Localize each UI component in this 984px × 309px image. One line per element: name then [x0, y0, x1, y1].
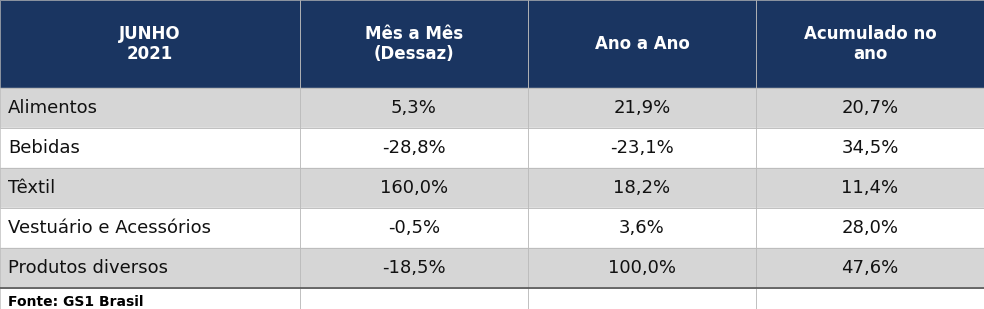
- Bar: [0, 208, 300, 248]
- Text: 5,3%: 5,3%: [391, 99, 437, 117]
- Bar: [0, 88, 300, 128]
- Bar: [528, 248, 756, 288]
- Text: 20,7%: 20,7%: [841, 99, 898, 117]
- Bar: [300, 0, 528, 88]
- Bar: [756, 128, 984, 168]
- Bar: [756, 0, 984, 88]
- Text: 47,6%: 47,6%: [841, 259, 898, 277]
- Text: Ano a Ano: Ano a Ano: [594, 35, 690, 53]
- Bar: [300, 248, 528, 288]
- Bar: [0, 288, 300, 309]
- Text: 21,9%: 21,9%: [613, 99, 671, 117]
- Bar: [528, 88, 756, 128]
- Bar: [300, 128, 528, 168]
- Bar: [0, 168, 300, 208]
- Bar: [0, 0, 300, 88]
- Bar: [0, 168, 300, 208]
- Text: Vestuário e Acessórios: Vestuário e Acessórios: [8, 219, 211, 237]
- Text: -0,5%: -0,5%: [388, 219, 440, 237]
- Text: 28,0%: 28,0%: [841, 219, 898, 237]
- Bar: [756, 168, 984, 208]
- Text: Bebidas: Bebidas: [8, 139, 80, 157]
- Text: JUNHO
2021: JUNHO 2021: [119, 25, 181, 63]
- Bar: [756, 208, 984, 248]
- Bar: [300, 288, 528, 309]
- Text: 11,4%: 11,4%: [841, 179, 898, 197]
- Bar: [0, 208, 300, 248]
- Bar: [756, 288, 984, 309]
- Bar: [528, 168, 756, 208]
- Bar: [528, 128, 756, 168]
- Bar: [528, 128, 756, 168]
- Bar: [300, 208, 528, 248]
- Bar: [300, 168, 528, 208]
- Bar: [0, 248, 300, 288]
- Text: -28,8%: -28,8%: [382, 139, 446, 157]
- Text: 18,2%: 18,2%: [613, 179, 670, 197]
- Bar: [300, 128, 528, 168]
- Bar: [756, 128, 984, 168]
- Text: Produtos diversos: Produtos diversos: [8, 259, 168, 277]
- Bar: [300, 0, 528, 88]
- Bar: [528, 288, 756, 309]
- Bar: [756, 248, 984, 288]
- Bar: [528, 0, 756, 88]
- Bar: [300, 88, 528, 128]
- Text: 160,0%: 160,0%: [380, 179, 448, 197]
- Bar: [756, 288, 984, 309]
- Text: Fonte: GS1 Brasil: Fonte: GS1 Brasil: [8, 294, 144, 308]
- Bar: [756, 168, 984, 208]
- Bar: [756, 248, 984, 288]
- Bar: [0, 288, 300, 309]
- Bar: [0, 0, 300, 88]
- Text: -23,1%: -23,1%: [610, 139, 674, 157]
- Bar: [756, 208, 984, 248]
- Bar: [528, 288, 756, 309]
- Text: 3,6%: 3,6%: [619, 219, 665, 237]
- Bar: [528, 208, 756, 248]
- Bar: [528, 168, 756, 208]
- Bar: [0, 128, 300, 168]
- Bar: [300, 88, 528, 128]
- Bar: [528, 248, 756, 288]
- Bar: [300, 248, 528, 288]
- Bar: [756, 0, 984, 88]
- Text: 34,5%: 34,5%: [841, 139, 898, 157]
- Bar: [756, 88, 984, 128]
- Bar: [0, 248, 300, 288]
- Bar: [528, 208, 756, 248]
- Bar: [528, 88, 756, 128]
- Bar: [300, 168, 528, 208]
- Bar: [0, 128, 300, 168]
- Bar: [300, 208, 528, 248]
- Text: -18,5%: -18,5%: [382, 259, 446, 277]
- Bar: [300, 288, 528, 309]
- Text: Acumulado no
ano: Acumulado no ano: [804, 25, 937, 63]
- Text: Alimentos: Alimentos: [8, 99, 98, 117]
- Text: 100,0%: 100,0%: [608, 259, 676, 277]
- Bar: [0, 88, 300, 128]
- Bar: [528, 0, 756, 88]
- Bar: [756, 88, 984, 128]
- Text: Têxtil: Têxtil: [8, 179, 55, 197]
- Text: Mês a Mês
(Dessaz): Mês a Mês (Dessaz): [365, 25, 463, 63]
